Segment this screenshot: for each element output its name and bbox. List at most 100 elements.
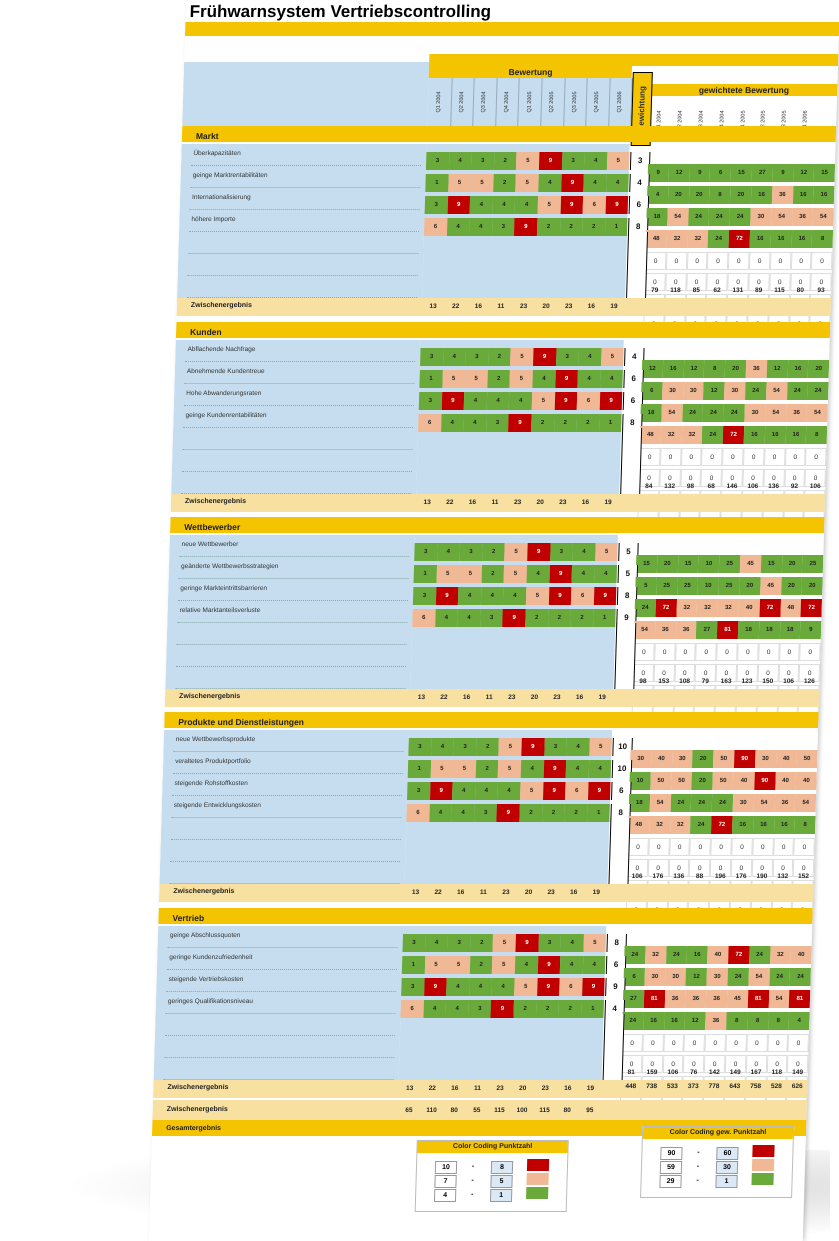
weighted-cell: 24 [624, 946, 646, 964]
weighted-cell: 54 [633, 621, 656, 639]
weighted-cell: 40 [795, 772, 818, 790]
weighted-cell: 40 [733, 772, 755, 790]
row-divider [188, 232, 420, 254]
weighted-cell: 12 [703, 382, 725, 400]
weighted-cell: 54 [765, 382, 788, 400]
score-cell: 2 [582, 218, 606, 236]
score-cell: 4 [560, 934, 584, 952]
weighted-cell: 40 [790, 946, 812, 964]
score-cell: 5 [589, 738, 613, 756]
weighted-cell: 20 [691, 772, 714, 790]
empty-weighted-cell: 0 [722, 448, 744, 466]
weighted-cell: 36 [791, 208, 814, 226]
score-cell: 3 [471, 152, 495, 170]
spreadsheet-page: Frühwarnsystem Vertriebscontrolling Bewe… [148, 0, 839, 1241]
score-cell: 5 [504, 543, 528, 561]
score-cell: 4 [486, 392, 510, 410]
grand-total-score: 115 [539, 1107, 550, 1114]
weighted-cell: 90 [754, 772, 776, 790]
quarter-header-left: Q3 2005 [562, 78, 588, 126]
weighted-cell: 24 [665, 946, 688, 964]
score-cell: 5 [464, 370, 488, 388]
subtotal-weighted: 106 [667, 1069, 679, 1076]
score-cell: 3 [491, 218, 515, 236]
subtotal-score: 11 [479, 889, 487, 896]
subtotal-score: 19 [598, 694, 606, 701]
score-cell: 2 [513, 1000, 537, 1018]
empty-weighted-cell: 0 [674, 643, 697, 661]
score-cell: 9 [536, 978, 560, 996]
score-cell: 4 [594, 565, 618, 583]
bewertung-header: Bewertung [428, 66, 633, 78]
weighted-cell: 24 [634, 599, 656, 617]
empty-weighted-cell: 0 [665, 252, 688, 270]
weighted-cell: 24 [723, 404, 745, 422]
weighted-cell: 16 [731, 816, 754, 834]
subtotal-weighted: 108 [679, 678, 691, 685]
weighted-cell: 8 [704, 360, 726, 378]
subtotal-score: 13 [417, 694, 426, 701]
score-cell: 4 [469, 196, 493, 214]
subtotal-weighted: 118 [670, 287, 681, 294]
score-cell: 4 [571, 565, 595, 583]
score-cell: 3 [420, 348, 444, 366]
score-cell: 6 [400, 1000, 424, 1018]
score-cell: 5 [458, 565, 482, 583]
score-cell: 4 [457, 609, 481, 627]
subtotal-score: 13 [405, 1085, 414, 1092]
score-cell: 9 [554, 370, 579, 388]
subtotal-score: 22 [451, 303, 460, 310]
subtotal-score: 13 [429, 303, 437, 310]
weighted-cell: 45 [726, 990, 749, 1008]
legend-swatch [751, 1173, 774, 1185]
row-divider [181, 472, 412, 494]
subtotal-score: 23 [496, 1085, 504, 1092]
row-divider [187, 276, 418, 298]
score-cell: 9 [527, 543, 551, 561]
score-cell: 5 [503, 565, 528, 583]
weighted-cell: 40 [650, 750, 673, 768]
score-cell: 2 [481, 543, 506, 561]
weighted-cell: 25 [802, 555, 824, 573]
weighted-cell: 8 [767, 1012, 790, 1030]
subtotal-weighted: 149 [792, 1069, 804, 1076]
weighted-cell: 16 [662, 360, 684, 378]
subtotal-score: 20 [530, 694, 539, 701]
subtotal-weighted: 136 [673, 873, 685, 880]
weighted-cell: 16 [770, 230, 792, 248]
row-label: neue Wettbewerber [181, 541, 239, 548]
row-divider [176, 623, 408, 645]
weighted-cell: 8 [811, 230, 834, 248]
weighted-cell: 6 [709, 164, 732, 182]
weighted-cell: 32 [660, 426, 682, 444]
empty-weighted-cell: 0 [778, 643, 801, 661]
row-label: relative Marktanteilsverluste [179, 607, 261, 614]
subtotal-label: Zwischenergebnis [167, 1084, 229, 1091]
score-cell: 3 [402, 934, 426, 952]
weight-cell-empty [603, 1036, 624, 1058]
subtotal-weighted: 176 [735, 873, 747, 880]
score-cell: 5 [525, 587, 549, 605]
score-cell: 4 [492, 196, 516, 214]
weighted-cell: 9 [689, 164, 711, 182]
score-cell: 5 [447, 174, 471, 192]
legend-value: 90 [660, 1147, 683, 1160]
score-cell: 3 [538, 934, 562, 952]
title-stripe [184, 22, 839, 36]
score-cell: 6 [576, 392, 601, 410]
weighted-cell: 54 [768, 990, 790, 1008]
weighted-cell: 32 [669, 816, 691, 834]
score-cell: 4 [565, 760, 589, 778]
weighted-cell: 32 [696, 599, 719, 617]
weighted-cell: 16 [663, 1012, 686, 1030]
weighted-cell: 54 [812, 208, 834, 226]
weighted-cell: 48 [780, 599, 802, 617]
subtotal-weighted: 89 [754, 287, 763, 294]
weighted-cell: 30 [706, 968, 728, 986]
score-cell: 9 [587, 782, 611, 800]
subtotal-label: Zwischenergebnis [190, 302, 253, 309]
subtotal-weighted: 146 [726, 483, 738, 490]
row-divider [181, 450, 413, 472]
legend-gew-punktzahl: Color Coding gew. Punktzahl 90-60 59-30 29-… [640, 1126, 795, 1198]
weighted-cell: 16 [749, 230, 771, 248]
